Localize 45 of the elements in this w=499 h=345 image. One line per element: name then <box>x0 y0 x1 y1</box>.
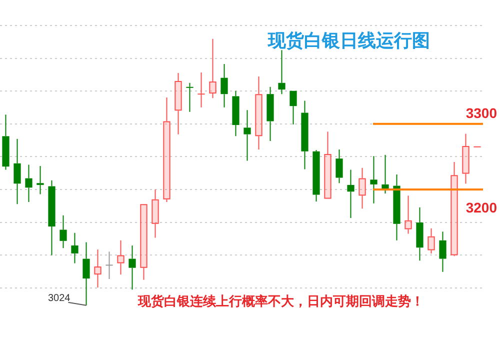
candlestick <box>163 97 170 203</box>
chart-title: 现货白银日线运行图 <box>267 30 430 52</box>
annotation: 3300 <box>466 104 498 121</box>
candlestick <box>209 38 216 99</box>
candlestick <box>324 131 332 199</box>
candlestick <box>358 167 366 210</box>
candlestick <box>301 100 308 170</box>
candlestick <box>71 232 78 264</box>
candlestick <box>186 82 194 112</box>
candlestick <box>197 72 206 108</box>
candlestick <box>105 251 114 280</box>
candlestick <box>232 90 240 137</box>
candlestick <box>393 174 400 241</box>
candlestick <box>266 86 274 142</box>
candlestick <box>404 195 412 234</box>
candlestick <box>370 156 378 204</box>
candlestick <box>60 214 67 249</box>
annotation: 现货白银连续上行概率不大，日内可期回调走势！ <box>137 293 424 310</box>
candlestick <box>14 138 21 205</box>
candlestick <box>220 63 228 108</box>
candlestick <box>140 204 148 280</box>
candlestick <box>312 150 320 202</box>
candlestick <box>25 164 32 203</box>
candlestick <box>152 188 159 238</box>
candlestick <box>450 162 458 257</box>
candlestick <box>36 166 44 195</box>
annotation: 3024 <box>48 293 71 304</box>
candlestick <box>336 149 343 184</box>
candlestick <box>416 206 424 262</box>
candlestick <box>48 180 56 256</box>
candlestick <box>439 231 446 272</box>
candlestick <box>290 90 297 125</box>
annotation: 3200 <box>466 199 498 216</box>
candlestick <box>128 244 136 290</box>
candlestick <box>244 110 251 162</box>
candlestick <box>2 114 10 170</box>
candlestick <box>255 76 262 150</box>
candlestick <box>428 228 435 254</box>
candlestick <box>347 169 354 218</box>
candlestick <box>278 50 286 95</box>
candlestick <box>82 242 90 306</box>
candlestick <box>94 248 102 288</box>
candlestick <box>462 133 470 184</box>
candlestick <box>117 240 124 275</box>
candlestick <box>174 72 182 135</box>
